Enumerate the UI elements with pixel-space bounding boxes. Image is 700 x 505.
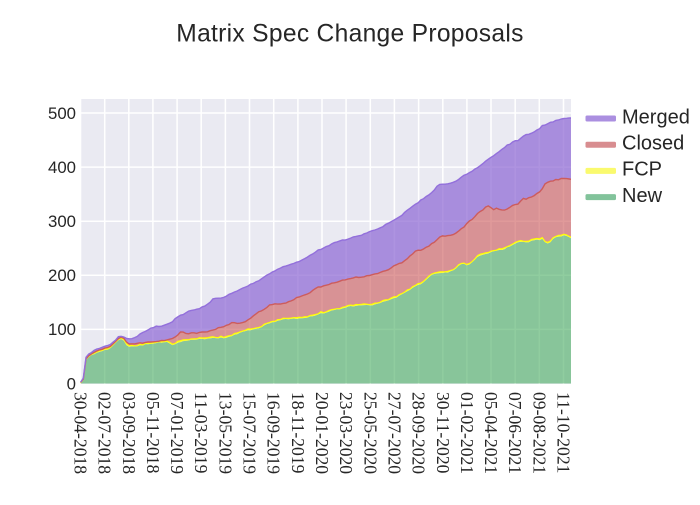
svg-text:18-11-2019: 18-11-2019 [288, 392, 308, 474]
svg-text:200: 200 [48, 266, 76, 285]
svg-text:15-07-2019: 15-07-2019 [240, 392, 260, 474]
svg-text:30-04-2018: 30-04-2018 [71, 392, 91, 474]
svg-text:28-09-2020: 28-09-2020 [409, 392, 429, 474]
svg-text:400: 400 [48, 158, 76, 177]
svg-text:16-09-2019: 16-09-2019 [264, 392, 284, 474]
svg-text:New: New [622, 185, 663, 207]
svg-text:Merged: Merged [622, 106, 690, 128]
svg-text:25-05-2020: 25-05-2020 [360, 392, 380, 474]
svg-text:01-02-2021: 01-02-2021 [457, 392, 477, 474]
svg-text:03-09-2018: 03-09-2018 [119, 392, 139, 474]
svg-text:500: 500 [48, 104, 76, 123]
svg-text:Matrix Spec Change Proposals: Matrix Spec Change Proposals [176, 20, 523, 47]
svg-text:FCP: FCP [622, 159, 662, 181]
svg-text:300: 300 [48, 212, 76, 231]
svg-text:07-01-2019: 07-01-2019 [167, 392, 187, 474]
svg-text:07-06-2021: 07-06-2021 [505, 392, 525, 474]
svg-text:23-03-2020: 23-03-2020 [336, 392, 356, 474]
svg-text:13-05-2019: 13-05-2019 [215, 392, 235, 474]
svg-text:11-10-2021: 11-10-2021 [554, 392, 574, 473]
svg-text:02-07-2018: 02-07-2018 [95, 392, 115, 474]
svg-text:05-11-2018: 05-11-2018 [143, 392, 163, 474]
svg-text:09-08-2021: 09-08-2021 [529, 392, 549, 474]
svg-text:100: 100 [48, 320, 76, 339]
svg-text:11-03-2019: 11-03-2019 [191, 392, 211, 474]
svg-text:Closed: Closed [622, 133, 684, 155]
svg-text:05-04-2021: 05-04-2021 [481, 392, 501, 474]
svg-text:27-07-2020: 27-07-2020 [384, 392, 404, 474]
svg-text:30-11-2020: 30-11-2020 [433, 392, 453, 474]
svg-text:0: 0 [67, 374, 76, 393]
svg-text:20-01-2020: 20-01-2020 [312, 392, 332, 474]
